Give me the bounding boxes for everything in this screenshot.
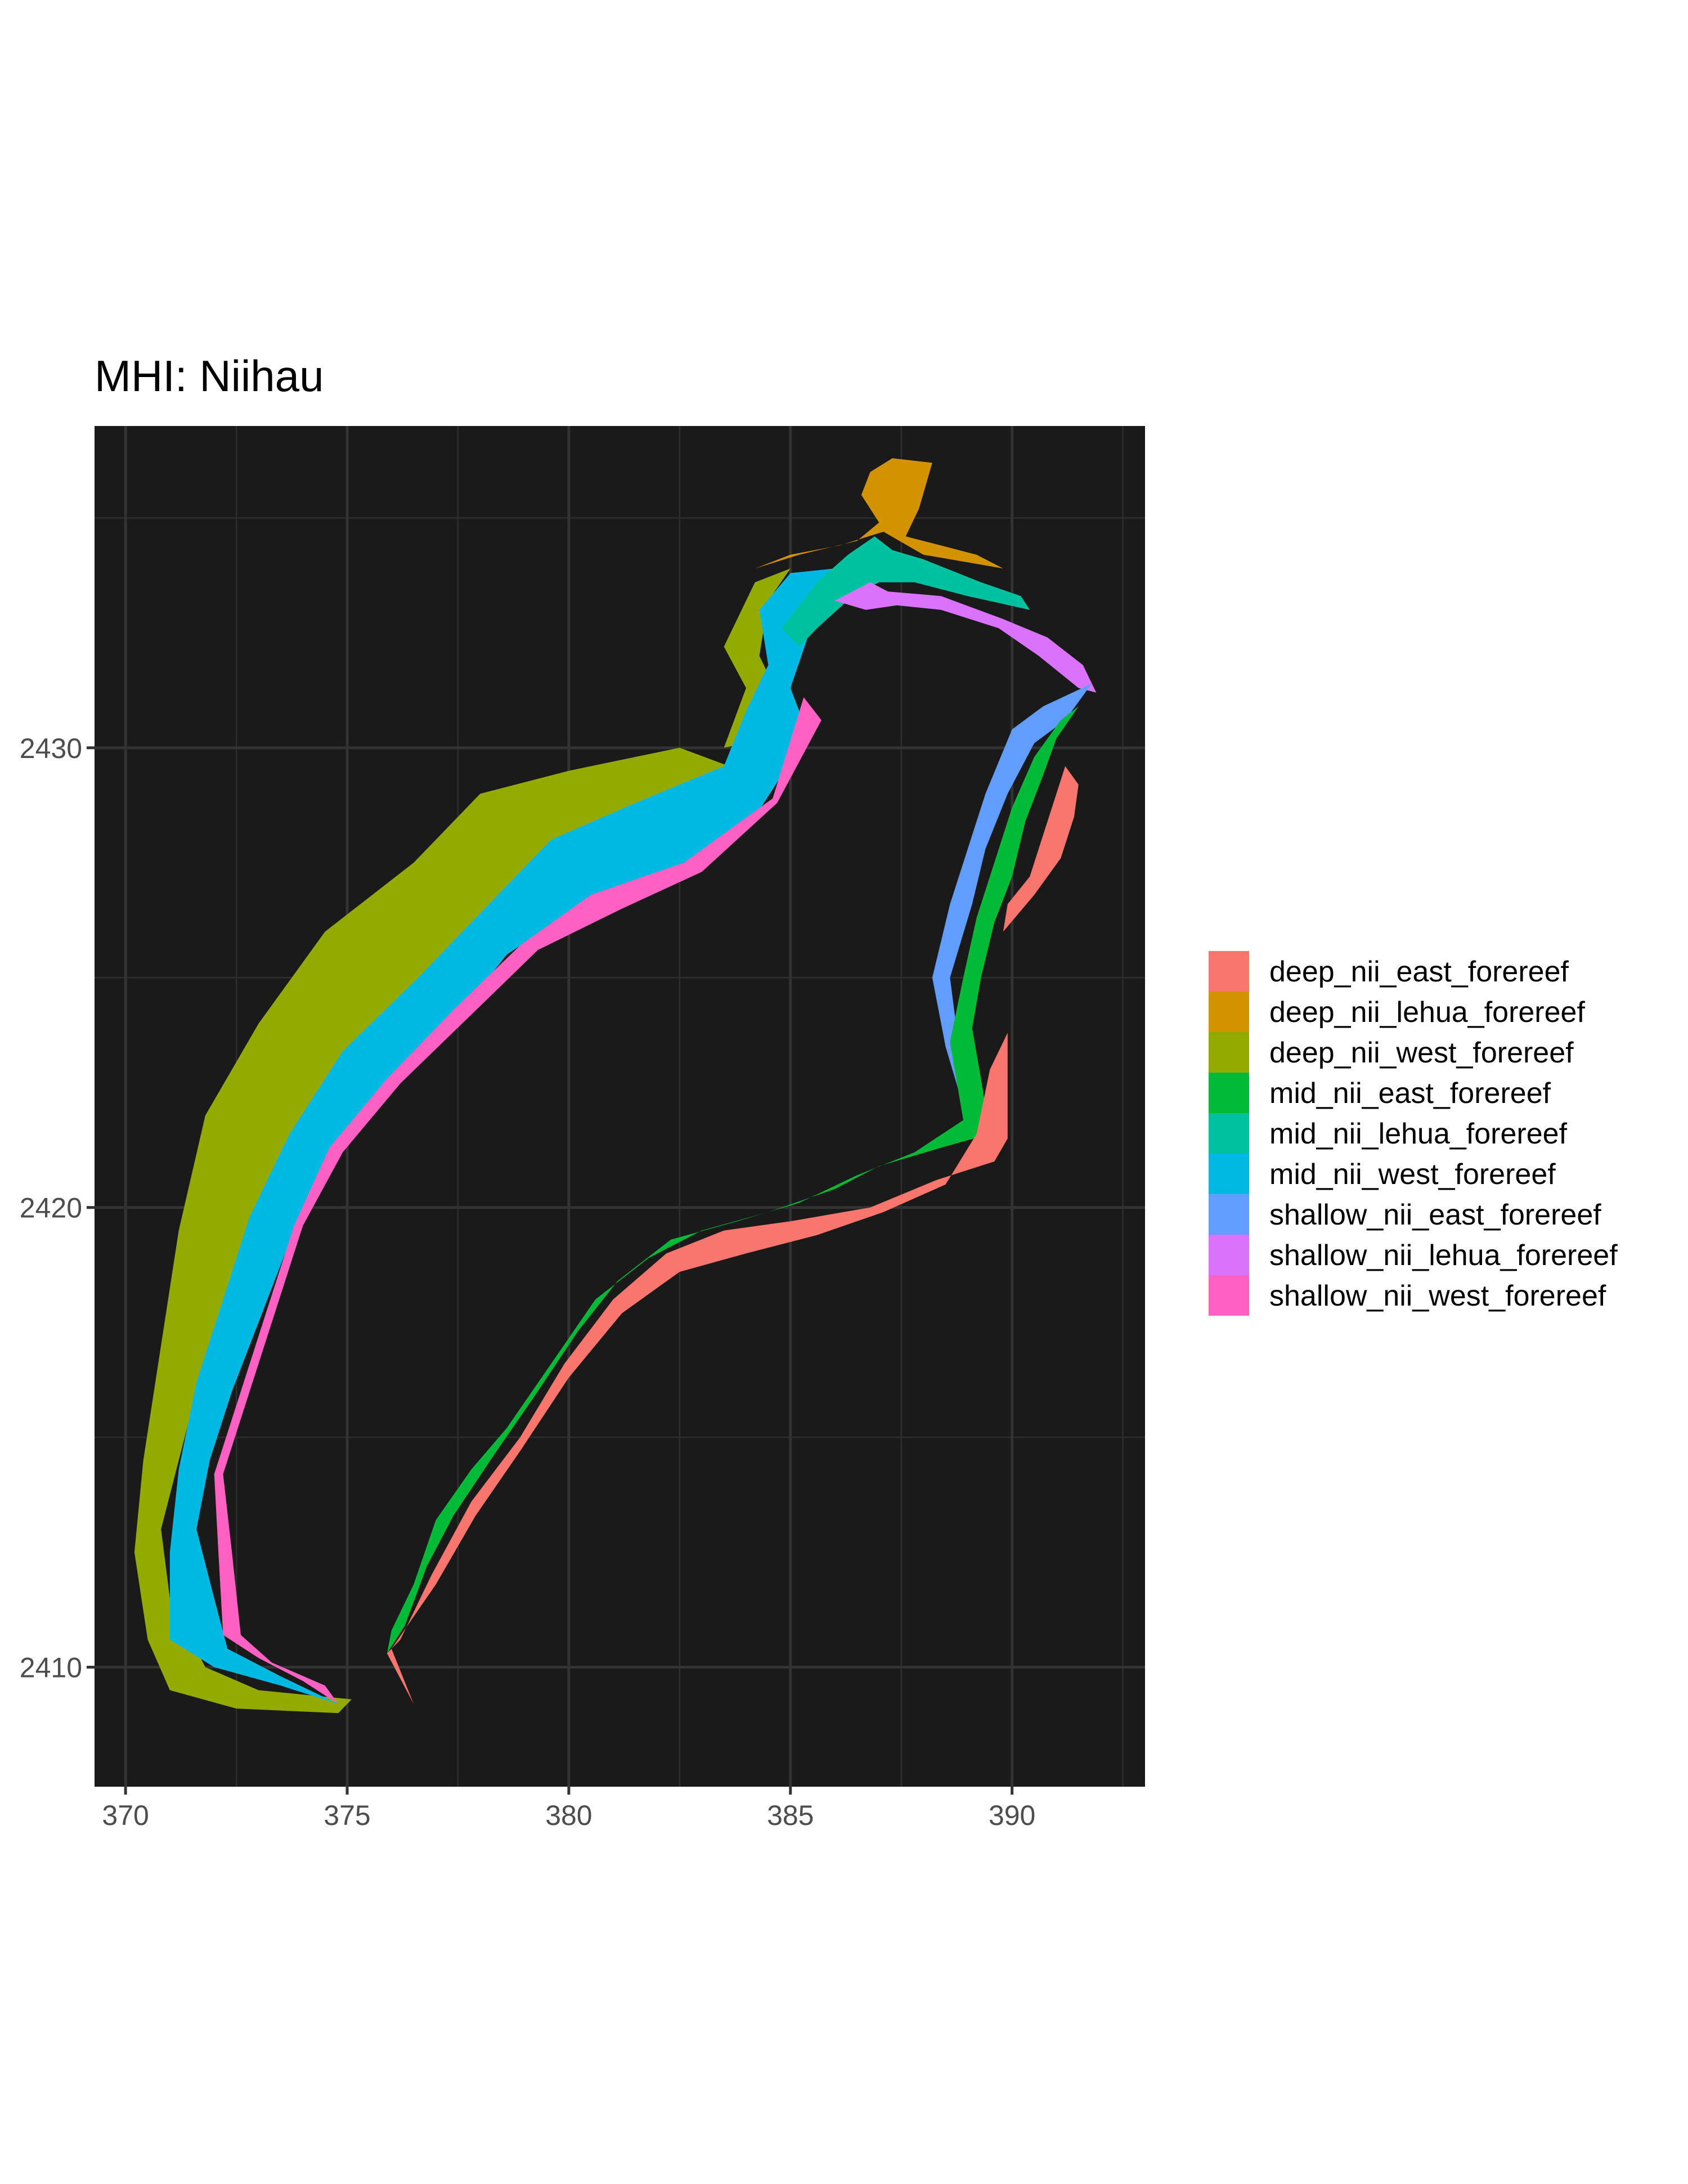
legend-label: shallow_nii_east_forereef: [1269, 1199, 1601, 1231]
region-mid-nii-west-forereef: [169, 554, 870, 1705]
legend-swatch: [1209, 992, 1249, 1032]
legend-swatch: [1209, 1154, 1249, 1194]
region-shallow-nii-lehua-forereef: [834, 582, 1097, 693]
region-deep-nii-east-forereef: [1003, 766, 1079, 932]
legend-label: shallow_nii_lehua_forereef: [1269, 1239, 1618, 1272]
legend-swatch: [1209, 1235, 1249, 1275]
legend-swatch: [1209, 1113, 1249, 1154]
region-deep-nii-lehua-forereef: [755, 458, 1003, 569]
legend-label: mid_nii_west_forereef: [1269, 1158, 1556, 1191]
legend-label: deep_nii_west_forereef: [1269, 1037, 1574, 1069]
legend-swatch: [1209, 951, 1249, 992]
y-axis: 2410 2420 2430: [20, 733, 95, 1684]
y-tick-label: 2410: [20, 1652, 82, 1684]
region-mid-nii-lehua-forereef: [782, 536, 1030, 647]
chart-title: MHI: Niihau: [95, 351, 324, 401]
legend-swatch: [1209, 1275, 1249, 1316]
legend-swatch: [1209, 1032, 1249, 1073]
x-tick-label: 385: [767, 1800, 814, 1831]
legend-label: mid_nii_lehua_forereef: [1269, 1118, 1568, 1150]
y-tick-label: 2430: [20, 733, 82, 764]
legend-label: mid_nii_east_forereef: [1269, 1077, 1551, 1110]
legend-label: deep_nii_east_forereef: [1269, 956, 1569, 988]
x-axis: 370 375 380 385 390: [102, 1787, 1035, 1831]
legend-swatch: [1209, 1194, 1249, 1235]
habitat-regions: [134, 458, 1097, 1714]
y-tick-label: 2420: [20, 1192, 82, 1224]
x-tick-label: 380: [545, 1800, 592, 1831]
region-deep-nii-west-forereef: [134, 747, 742, 1714]
x-tick-label: 375: [324, 1800, 370, 1831]
legend-label: deep_nii_lehua_forereef: [1269, 996, 1585, 1029]
x-tick-label: 390: [989, 1800, 1035, 1831]
legend-label: shallow_nii_west_forereef: [1269, 1280, 1606, 1312]
x-tick-label: 370: [102, 1800, 149, 1831]
legend-swatch: [1209, 1073, 1249, 1113]
legend: deep_nii_east_forereef deep_nii_lehua_for…: [1209, 951, 1618, 1316]
region-shallow-nii-east-forereef: [932, 683, 1092, 1106]
